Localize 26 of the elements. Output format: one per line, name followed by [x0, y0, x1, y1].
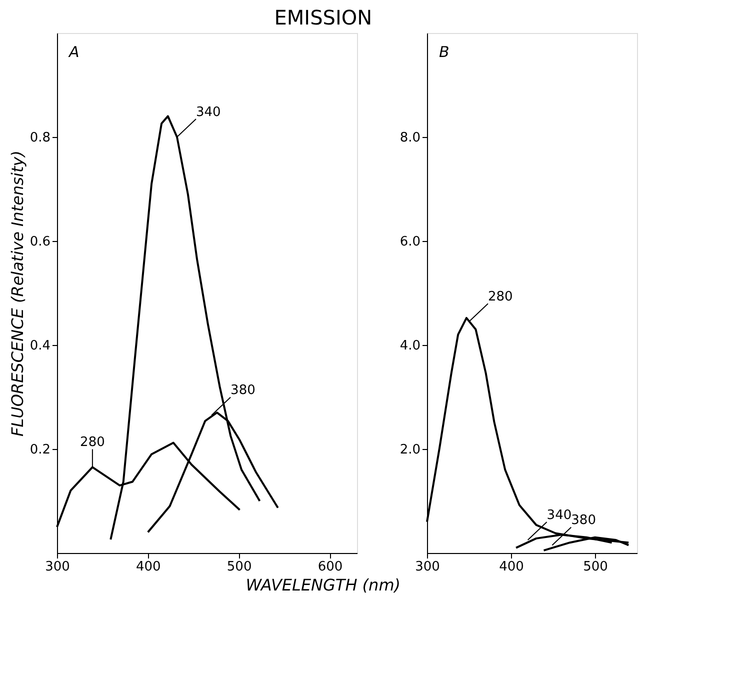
x-tick-label: 500	[583, 560, 608, 574]
y-tick-label: 2.0	[400, 442, 420, 458]
annotation: A	[68, 43, 80, 61]
y-tick-label: 8.0	[400, 130, 420, 146]
annotation: 340	[546, 508, 572, 523]
x-tick-label: 500	[226, 560, 252, 574]
y-tick-label: 0.4	[30, 338, 50, 354]
y-axis-title: FLUORESCENCE (Relative Intensity)	[8, 150, 27, 436]
x-axis-title: WAVELENGTH (nm)	[246, 576, 401, 594]
annotation: B	[439, 43, 450, 61]
annotation: 280	[80, 435, 105, 450]
annotation: 340	[196, 105, 221, 120]
y-tick-label: 0.8	[30, 130, 50, 146]
chart-title: EMISSION	[274, 6, 372, 30]
x-tick-label: 400	[499, 560, 524, 574]
x-tick-label: 400	[136, 560, 161, 574]
y-tick-label: 4.0	[400, 338, 420, 354]
x-tick-label: 300	[415, 560, 440, 574]
annotation: 280	[488, 290, 513, 305]
x-tick-label: 300	[45, 560, 70, 574]
annotation: 380	[571, 513, 596, 528]
y-tick-label: 0.6	[30, 234, 50, 250]
y-tick-label: 0.2	[30, 442, 50, 458]
x-tick-label: 600	[318, 560, 343, 574]
y-tick-label: 6.0	[400, 234, 420, 250]
annotation: 380	[230, 383, 256, 398]
